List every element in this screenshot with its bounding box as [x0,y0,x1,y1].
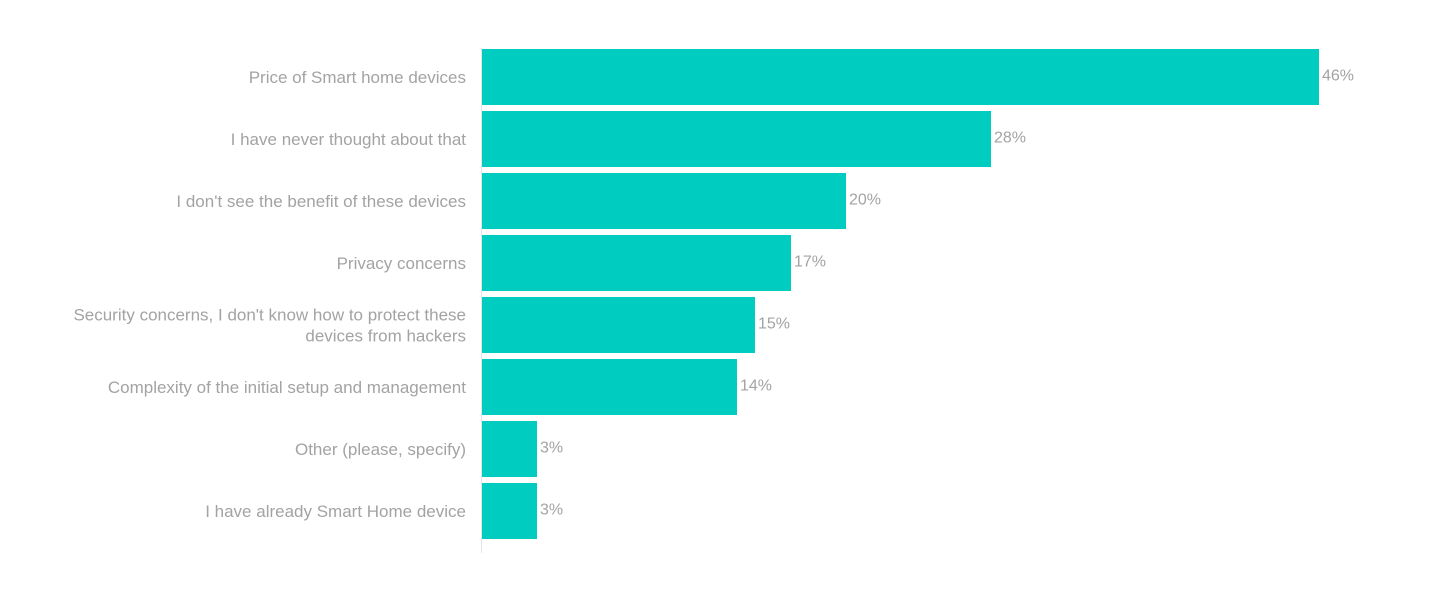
value-label-1: 46% [1322,68,1354,85]
category-label-5: Security concerns, I don't know how to p… [73,306,466,346]
category-label-4: Privacy concerns [337,254,466,273]
bar-7 [482,421,537,477]
category-label-line: Privacy concerns [337,254,466,273]
category-label-7: Other (please, specify) [295,440,466,459]
category-label-6: Complexity of the initial setup and mana… [108,378,466,397]
category-label-line: Security concerns, I don't know how to p… [73,306,466,325]
bar-3 [482,173,846,229]
category-label-line: Other (please, specify) [295,440,466,459]
category-label-1: Price of Smart home devices [249,68,466,87]
category-label-8: I have already Smart Home device [205,502,466,521]
category-label-line: I don't see the benefit of these devices [176,192,466,211]
category-label-line: devices from hackers [305,327,466,346]
value-label-3: 20% [849,192,881,209]
value-label-8: 3% [540,502,563,519]
category-label-line: Complexity of the initial setup and mana… [108,378,466,397]
value-label-6: 14% [740,378,772,395]
category-label-2: I have never thought about that [231,130,467,149]
category-label-line: I have never thought about that [231,130,467,149]
bar-1 [482,49,1319,105]
bar-5 [482,297,755,353]
bars-group: 46% Price of Smart home devices 28% I have … [73,49,1354,539]
value-label-2: 28% [994,130,1026,147]
category-label-line: I have already Smart Home device [205,502,466,521]
category-label-line: Price of Smart home devices [249,68,466,87]
value-label-5: 15% [758,316,790,333]
bar-2 [482,111,991,167]
category-label-3: I don't see the benefit of these devices [176,192,466,211]
bar-8 [482,483,537,539]
bar-6 [482,359,737,415]
bar-4 [482,235,791,291]
value-label-7: 3% [540,440,563,457]
value-label-4: 17% [794,254,826,271]
